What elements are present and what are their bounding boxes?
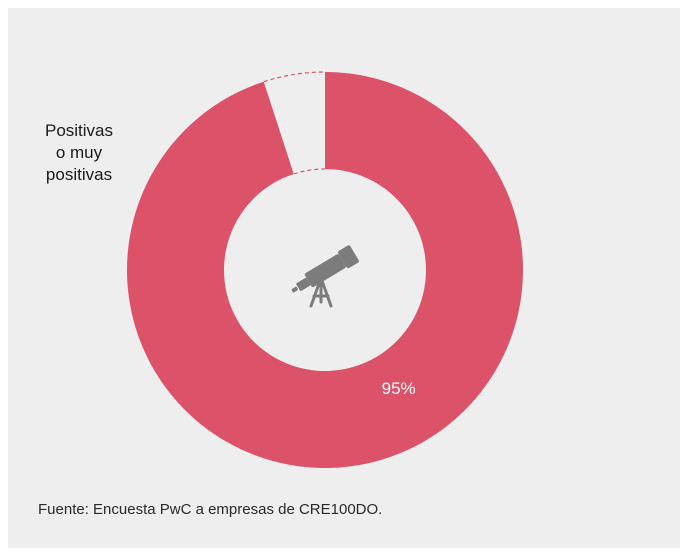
remainder-inner-dashed-edge <box>293 168 326 175</box>
value-label-positivas: 95% <box>382 379 416 398</box>
legend-line-1: Positivas <box>44 121 114 140</box>
telescope-icon <box>291 245 359 308</box>
slice-remainder <box>263 72 325 174</box>
legend-label: Positivas o muy positivas <box>24 120 134 186</box>
donut-slices: 95% <box>127 71 523 468</box>
legend-line-3: positivas <box>45 165 113 184</box>
legend-line-2: o muy <box>55 143 103 162</box>
slice-positivas <box>127 72 523 468</box>
remainder-outer-dashed-edge <box>263 71 326 83</box>
source-note: Fuente: Encuesta PwC a empresas de CRE10… <box>38 501 383 518</box>
